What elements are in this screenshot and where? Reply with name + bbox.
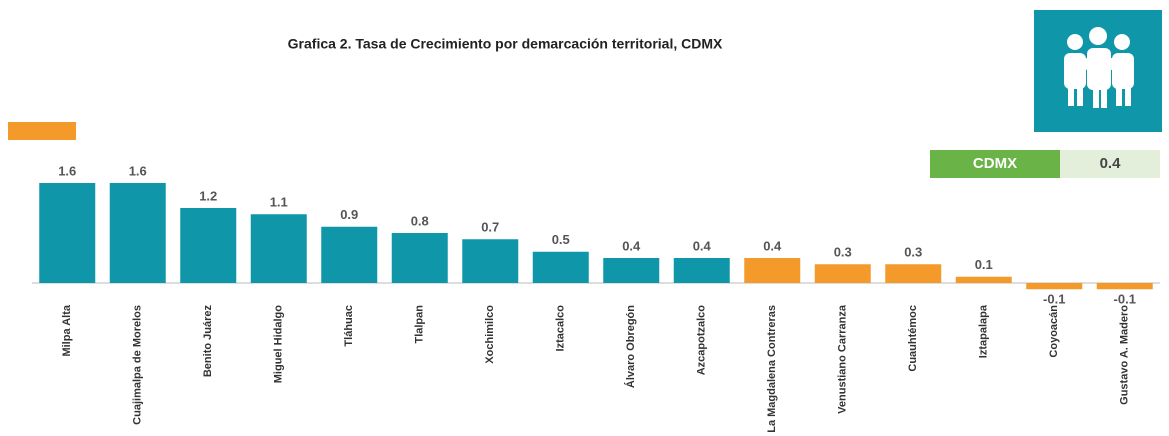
legend-swatch [8,122,76,140]
bar [814,264,871,283]
x-tick-label: Tláhuac [343,305,355,347]
x-tick-label: Coyoacán [1048,305,1060,358]
value-label: 1.6 [129,163,147,178]
x-tick-label: Álvaro Obregón [624,305,637,388]
value-label: 0.4 [763,238,782,253]
bar [885,264,942,283]
value-label: -0.1 [1114,292,1136,307]
bar [321,226,378,283]
value-label: 1.6 [58,163,76,178]
x-tick-label: Benito Juárez [202,305,214,378]
x-tick-label: Milpa Alta [61,304,73,356]
bar [744,258,801,283]
bar [1026,283,1083,290]
cdmx-box: CDMX 0.4 [930,150,1160,178]
bar [180,208,237,283]
bar [39,183,96,283]
value-label: 1.1 [270,195,288,210]
bar [673,258,730,283]
value-label: 1.2 [199,188,217,203]
x-tick-label: Cuauhtémoc [907,305,919,372]
bar [391,233,448,283]
x-tick-label: Iztapalapa [978,304,990,358]
x-tick-label: Xochimilco [484,305,496,364]
value-label: 0.7 [481,220,499,235]
bar [603,258,660,283]
annotation-value: 0.4 [1100,155,1122,172]
value-label: -0.1 [1043,292,1065,307]
x-tick-label: Venustiano Carranza [837,304,849,414]
x-tick-label: Cuajimalpa de Morelos [132,305,144,425]
x-tick-label: Iztacalco [555,305,567,352]
bar [109,183,166,283]
x-tick-label: Azcapotzalco [696,305,708,376]
bar [955,276,1012,283]
icon [1034,10,1162,132]
bar [532,251,589,283]
bar [462,239,519,283]
value-label: 0.9 [340,207,358,222]
bar [250,214,307,283]
x-tick-label: Tlalpan [414,305,426,344]
chart-title: Grafica 2. Tasa de Crecimiento por demar… [288,36,723,52]
value-label: 0.4 [693,238,712,253]
value-label: 0.3 [834,245,852,260]
x-tick-label: Miguel Hidalgo [273,305,285,384]
value-label: 0.5 [552,232,570,247]
value-label: 0.1 [975,257,993,272]
bar [1096,283,1153,290]
value-label: 0.3 [904,245,922,260]
x-tick-label: Gustavo A. Madero [1119,305,1131,405]
annotation-label: CDMX [973,155,1017,172]
value-label: 0.4 [622,238,641,253]
value-label: 0.8 [411,213,429,228]
x-tick-label: La Magdalena Contreras [766,305,778,433]
